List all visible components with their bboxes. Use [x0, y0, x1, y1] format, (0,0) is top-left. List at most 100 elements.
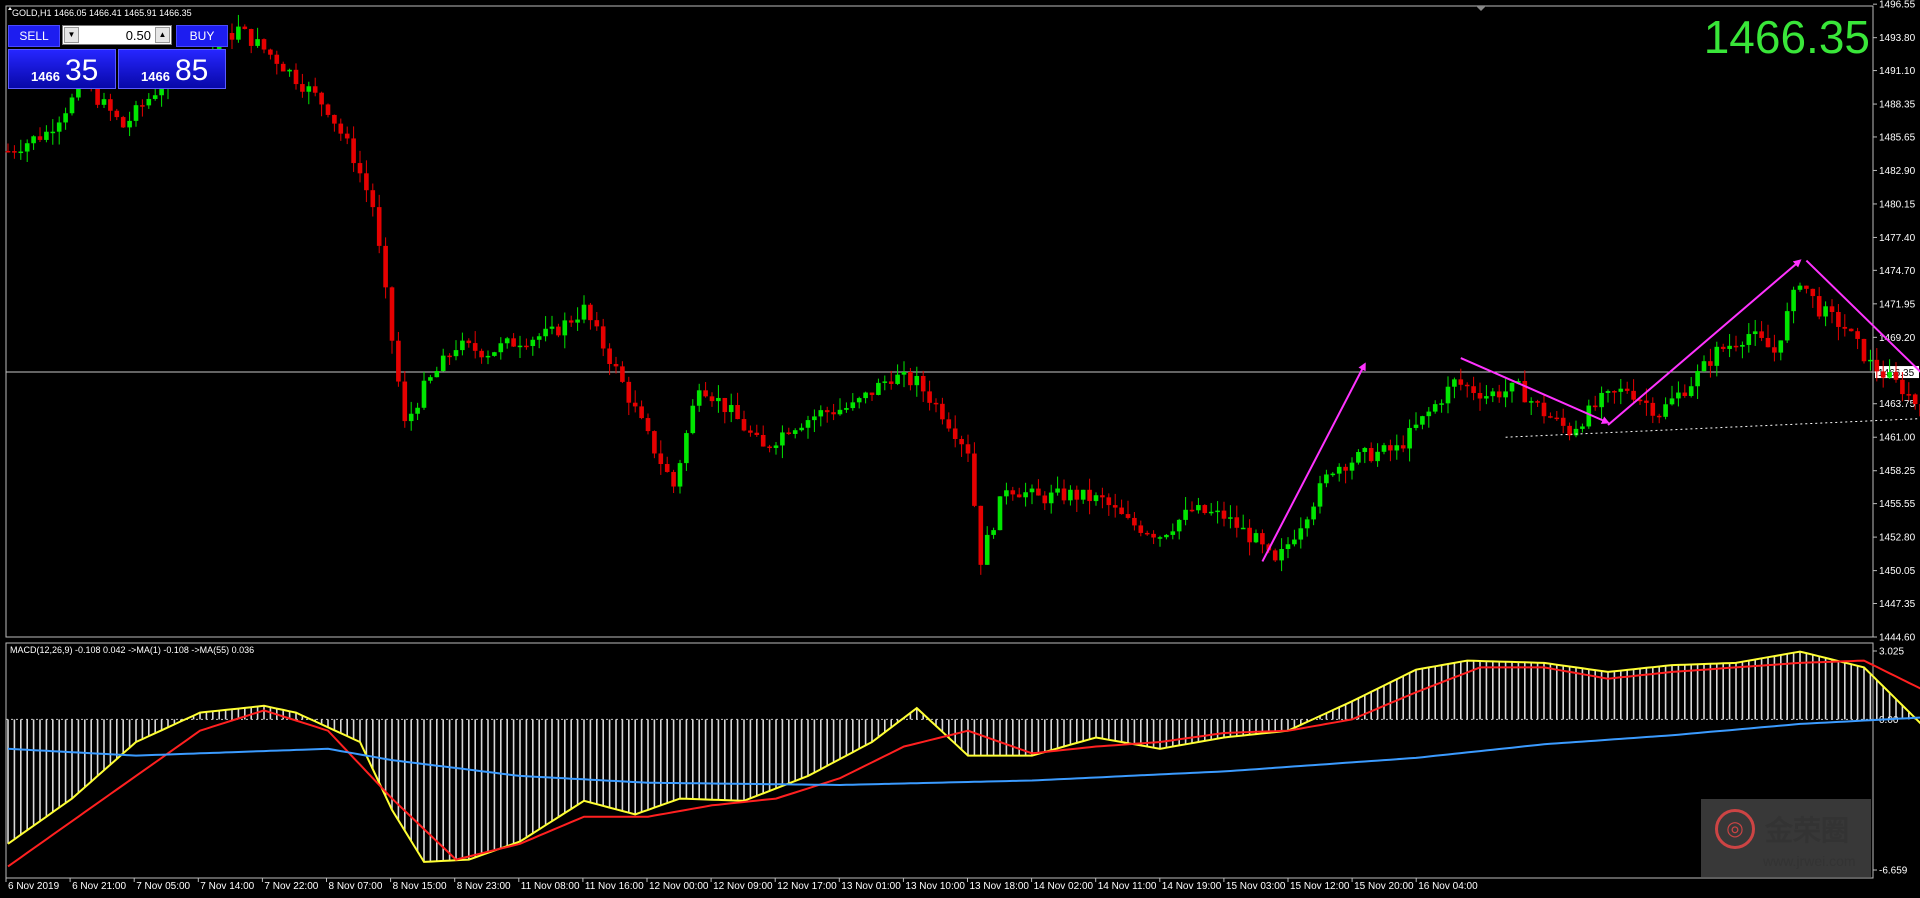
candle-body	[543, 328, 548, 337]
candle-body	[690, 405, 696, 434]
candle-body	[1855, 331, 1860, 339]
candle-body	[1016, 494, 1022, 498]
buy-button[interactable]: BUY	[176, 25, 228, 47]
candle-body	[268, 49, 273, 55]
main-chart-frame	[5, 5, 1874, 638]
candle-body	[287, 69, 292, 72]
candle-body	[1240, 527, 1246, 530]
candle-body	[1170, 531, 1176, 535]
candle-body	[1650, 402, 1656, 416]
candle-body	[248, 28, 254, 46]
lot-size-input[interactable]	[81, 27, 153, 43]
candle-body	[37, 136, 43, 140]
candle-body	[408, 413, 414, 422]
time-axis-label: 11 Nov 16:00	[585, 881, 644, 892]
candle-body	[722, 397, 728, 413]
candle-body	[1912, 394, 1918, 405]
candle-body	[1375, 451, 1380, 462]
candle-body	[1868, 359, 1873, 362]
annotation-arrow	[1460, 357, 1610, 424]
price-axis-label: 1480.15	[1879, 199, 1916, 210]
candle-body	[1644, 400, 1649, 403]
candle-body	[818, 410, 824, 417]
candle-body	[460, 340, 465, 351]
price-axis-label: 1485.65	[1879, 132, 1916, 143]
candle-body	[1023, 492, 1028, 498]
candle-body	[1439, 403, 1444, 405]
candle-body	[1292, 539, 1297, 545]
candle-body	[850, 402, 856, 409]
candle-body	[1484, 396, 1489, 399]
time-axis-label: 15 Nov 20:00	[1354, 881, 1414, 892]
candle-body	[837, 409, 843, 415]
candle-body	[1548, 416, 1553, 418]
candle-body	[626, 381, 632, 403]
candle-body	[44, 131, 49, 140]
candle-body	[1618, 388, 1624, 392]
candle-body	[728, 405, 734, 413]
candle-body	[415, 407, 420, 414]
lot-size-stepper[interactable]: ▼ ▲	[62, 25, 172, 45]
candle-body	[216, 44, 222, 51]
lot-increase-arrow-icon[interactable]: ▲	[155, 27, 170, 43]
candle-body	[1298, 528, 1304, 540]
candle-body	[1522, 380, 1528, 403]
candle-body	[453, 350, 459, 357]
price-axis-label: 1452.80	[1879, 533, 1916, 544]
candle-body	[1234, 517, 1240, 528]
candle-body	[882, 381, 888, 383]
candle-body	[952, 428, 958, 439]
candle-body	[1861, 338, 1867, 362]
candle-body	[1004, 490, 1009, 497]
time-axis-label: 14 Nov 19:00	[1162, 881, 1222, 892]
candle-body	[671, 471, 676, 487]
one-click-trading-panel: SELL ▼ ▲ BUY 1466 35 1466 85	[8, 25, 228, 89]
candle-body	[991, 530, 996, 535]
candle-body	[236, 26, 241, 40]
candle-body	[594, 320, 600, 327]
candle-body	[1304, 519, 1310, 529]
candle-body	[1029, 488, 1035, 493]
candle-body	[1496, 391, 1502, 398]
candle-body	[1586, 405, 1592, 427]
candle-body	[1061, 488, 1067, 501]
candle-body	[1528, 401, 1534, 403]
time-axis-label: 11 Nov 08:00	[521, 881, 580, 892]
candle-body	[370, 190, 376, 208]
candle-body	[844, 408, 849, 410]
candle-body	[1068, 489, 1073, 501]
time-axis-label: 12 Nov 00:00	[649, 881, 709, 892]
candle-body	[1317, 483, 1323, 507]
candle-body	[127, 120, 132, 128]
candle-body	[1810, 288, 1816, 297]
candle-body	[1151, 533, 1156, 538]
candle-body	[1400, 445, 1406, 449]
candle-body	[1740, 344, 1745, 347]
candle-body	[1432, 404, 1438, 412]
candle-body	[1055, 488, 1060, 493]
candle-body	[319, 92, 324, 105]
candle-body	[703, 390, 708, 397]
candle-body	[1490, 391, 1496, 397]
candle-body	[1573, 428, 1579, 436]
candle-body	[824, 410, 830, 413]
price-axis-label: 1477.40	[1879, 233, 1916, 244]
candle-body	[735, 405, 740, 420]
sell-button[interactable]: SELL	[8, 25, 60, 47]
buy-price-box[interactable]: 1466 85	[118, 49, 226, 89]
candle-body	[479, 350, 484, 358]
sell-price-prefix: 1466	[31, 69, 60, 84]
candle-body	[997, 496, 1003, 531]
watermark-logo-icon: ◎	[1715, 809, 1755, 849]
candle-body	[780, 432, 785, 446]
candle-body	[1772, 347, 1777, 353]
candle-body	[1516, 380, 1521, 383]
lot-decrease-arrow-icon[interactable]: ▼	[64, 27, 79, 43]
candle-body	[1746, 334, 1752, 345]
price-axis-label: 1450.05	[1879, 566, 1916, 577]
sell-price-box[interactable]: 1466 35	[8, 49, 116, 89]
candle-body	[1285, 544, 1291, 550]
candle-body	[940, 403, 945, 420]
candle-body	[792, 430, 798, 434]
candle-body	[389, 287, 395, 341]
